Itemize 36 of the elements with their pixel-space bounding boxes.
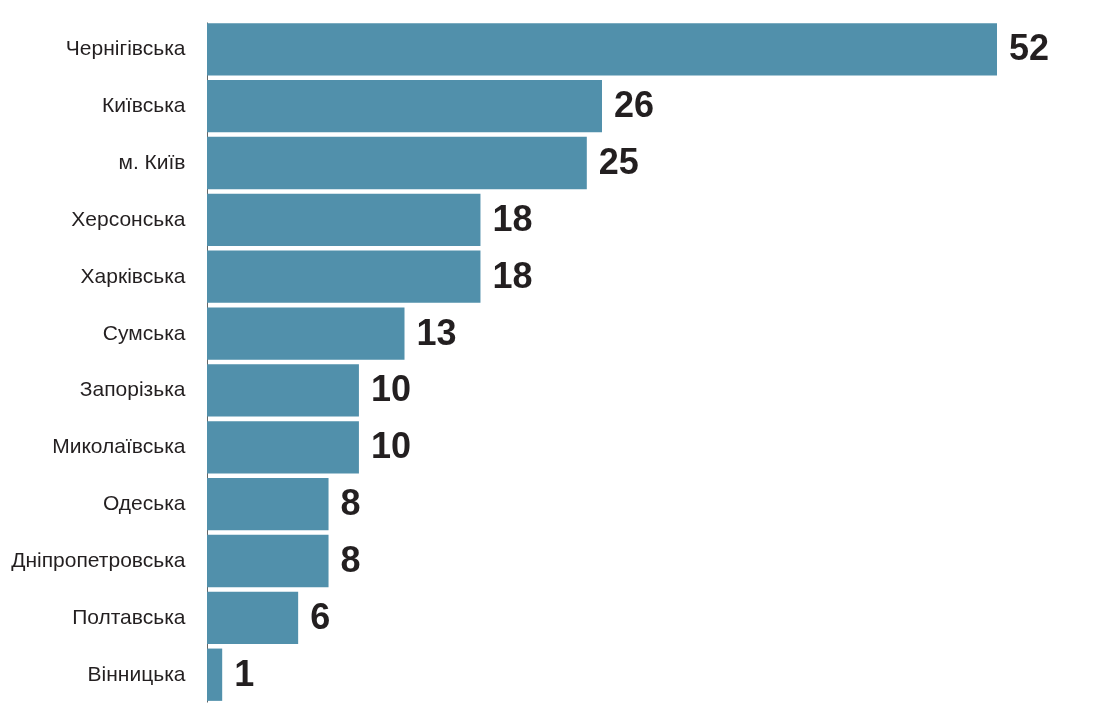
data-label: 18 [492, 197, 533, 239]
bar [207, 421, 359, 474]
bar [207, 193, 481, 247]
data-label: 25 [598, 141, 639, 182]
data-label: 6 [310, 595, 331, 637]
y-tick-label: Херсонська [71, 206, 186, 230]
bar [207, 648, 223, 701]
y-tick-label: Дніпропетровська [11, 548, 186, 571]
bar [207, 136, 587, 190]
y-tick-label: Полтавська [72, 604, 186, 628]
y-tick-label: Миколаївська [52, 434, 186, 458]
data-label: 8 [340, 482, 361, 524]
y-tick-label: Київська [102, 93, 186, 117]
y-tick-label: м. Київ [118, 150, 186, 173]
bar [207, 79, 602, 133]
bar [207, 307, 405, 360]
data-label: 1 [234, 652, 255, 694]
data-label: 52 [1009, 27, 1050, 69]
data-label: 10 [370, 425, 411, 467]
y-tick-label: Харківська [80, 263, 186, 287]
y-tick-label: Чернігівська [65, 36, 186, 60]
bar [207, 250, 481, 303]
y-tick-label: Сумська [102, 320, 186, 344]
bar [207, 591, 299, 645]
data-label: 18 [492, 254, 533, 296]
y-tick-label: Вінницька [87, 661, 186, 685]
data-label: 26 [614, 84, 655, 126]
data-label: 10 [370, 368, 411, 410]
bar [207, 364, 359, 417]
y-tick-label: Запорізька [79, 377, 186, 401]
data-label: 8 [340, 539, 361, 580]
y-tick-label: Одеська [102, 491, 186, 515]
bar [207, 23, 997, 76]
bar [207, 477, 329, 531]
data-label: 13 [416, 311, 457, 353]
bar [207, 534, 329, 588]
